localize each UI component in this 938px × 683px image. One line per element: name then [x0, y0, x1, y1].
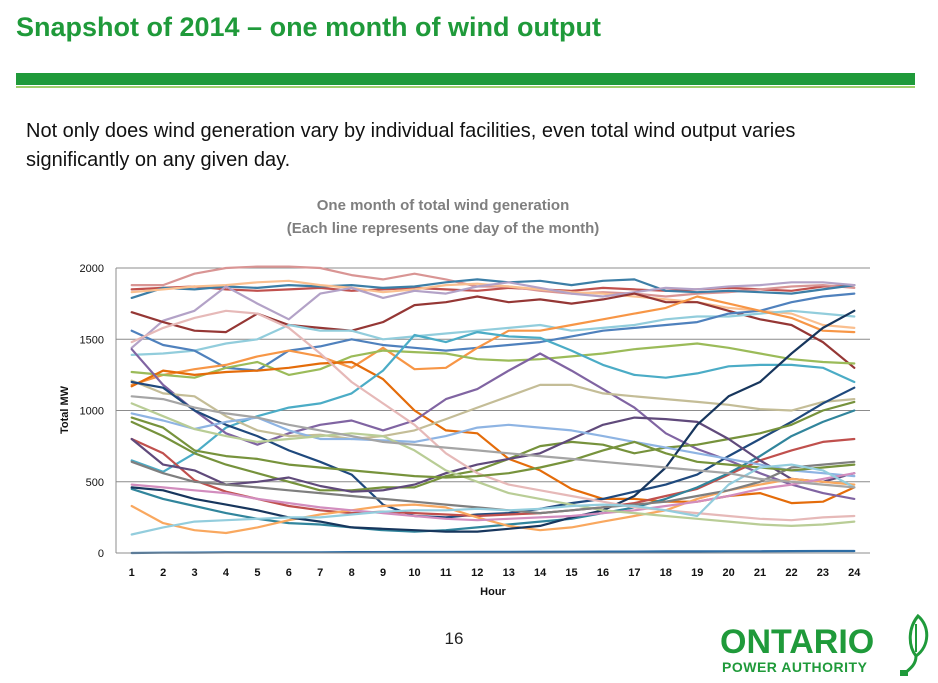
series-line-day-15 [130, 379, 856, 441]
series-line-day-25 [130, 402, 856, 528]
series-line-day-14 [130, 348, 856, 500]
x-tick-label: 3 [191, 567, 197, 579]
x-tick-label: 24 [848, 567, 861, 579]
chart-series-lines [130, 265, 856, 555]
x-tick-label: 9 [380, 567, 386, 579]
x-tick-label: 4 [223, 567, 230, 579]
x-tick-labels: 1 2 3 4 5 6 7 8 9 10 11 12 13 14 15 16 17 18 19 20 21 22 23 24 [129, 567, 862, 579]
chart-axes [115, 268, 870, 554]
x-tick-label: 23 [817, 567, 829, 579]
title-divider-bar [16, 73, 915, 85]
series-line-day-8 [130, 309, 856, 356]
chart-title: One month of total wind generation [317, 197, 570, 214]
x-tick-label: 15 [565, 567, 577, 579]
x-tick-label: 13 [503, 567, 515, 579]
series-line-day-18 [130, 400, 856, 492]
slide-title: Snapshot of 2014 – one month of wind out… [16, 12, 601, 42]
series-line-day-2 [130, 284, 856, 292]
series-line-day-4 [130, 278, 856, 299]
x-tick-label: 10 [408, 567, 420, 579]
x-tick-label: 11 [440, 567, 452, 579]
x-tick-label: 21 [754, 567, 766, 579]
logo-subtitle: POWER AUTHORITY [722, 659, 868, 675]
series-line-day-23 [130, 309, 856, 533]
ontario-power-authority-logo: ONTARIO POWER AUTHORITY [716, 612, 936, 678]
y-tick-label: 1500 [80, 334, 104, 346]
series-line-day-28 [130, 416, 856, 479]
series-line-day-24 [130, 472, 856, 522]
page-number: 16 [444, 629, 464, 648]
x-tick-label: 14 [534, 567, 547, 579]
x-tick-label: 12 [471, 567, 483, 579]
x-tick-label: 20 [723, 567, 735, 579]
chart-subtitle: (Each line represents one day of the mon… [287, 220, 600, 237]
series-line-day-30 [130, 395, 856, 489]
series-line-day-20 [130, 416, 856, 493]
series-line-day-19 [130, 409, 856, 533]
x-tick-label: 22 [785, 567, 797, 579]
series-line-day-7 [130, 292, 856, 369]
series-line-day-26 [130, 309, 856, 522]
series-line-day-16 [130, 380, 856, 519]
y-tick-labels: 0 500 1000 1500 2000 [80, 263, 104, 560]
series-line-day-10 [130, 295, 856, 386]
x-axis-label: Hour [480, 586, 506, 598]
series-line-day-21 [130, 412, 856, 478]
y-tick-label: 0 [98, 548, 104, 560]
x-tick-label: 18 [660, 567, 672, 579]
series-line-day-29 [130, 463, 856, 536]
x-tick-label: 16 [597, 567, 609, 579]
slide-body-text: Not only does wind generation vary by in… [26, 120, 796, 171]
leaf-plug-icon [900, 613, 929, 676]
y-axis-label: Total MW [59, 385, 71, 434]
x-tick-label: 5 [254, 567, 260, 579]
y-tick-label: 500 [86, 477, 104, 489]
series-line-day-6 [130, 281, 856, 349]
x-tick-label: 6 [286, 567, 292, 579]
series-line-day-11 [130, 342, 856, 379]
logo-wordmark: ONTARIO [720, 623, 875, 661]
x-tick-label: 1 [129, 567, 135, 579]
x-tick-label: 8 [349, 567, 355, 579]
y-tick-label: 2000 [80, 263, 104, 275]
series-line-day-1 [130, 549, 856, 555]
x-tick-label: 2 [160, 567, 166, 579]
x-tick-label: 17 [628, 567, 640, 579]
title-divider-underline [16, 86, 915, 88]
y-tick-label: 1000 [80, 406, 104, 418]
x-tick-label: 19 [691, 567, 703, 579]
x-tick-label: 7 [317, 567, 323, 579]
